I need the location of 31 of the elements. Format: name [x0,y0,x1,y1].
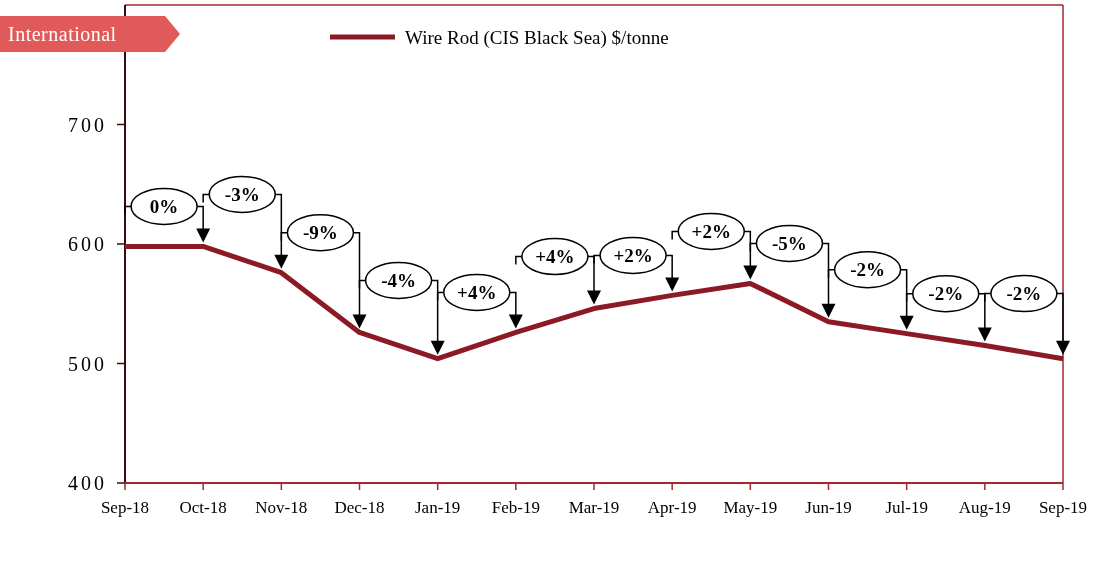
annotation: +2% [691,221,731,243]
y-tick-label: 700 [68,113,107,136]
x-tick-label: Mar-19 [568,498,620,517]
annotation: +4% [457,282,497,304]
legend-label: Wire Rod (CIS Black Sea) $/tonne [405,26,669,49]
x-tick-label: Jan-19 [415,498,461,517]
annotation: -3% [224,184,260,206]
annotation: +4% [535,246,575,268]
annotation: -2% [928,283,964,305]
y-tick-label: 600 [68,233,107,255]
x-tick-label: Dec-18 [334,498,385,517]
text: International [8,23,117,45]
x-tick-label: Aug-19 [958,498,1011,517]
x-tick-label: Jun-19 [805,498,852,517]
annotation: -2% [850,259,885,281]
annotation: 0% [149,196,179,218]
annotation: +2% [613,245,653,267]
x-tick-label: Jul-19 [885,498,928,517]
annotation: -5% [772,233,807,255]
x-tick-label: Sep-18 [100,498,150,517]
x-tick-label: Apr-19 [647,498,697,517]
x-tick-label: Feb-19 [491,498,540,517]
x-tick-label: Sep-19 [1038,498,1088,517]
annotation: -2% [1006,283,1042,305]
x-tick-label: Nov-18 [255,498,308,517]
x-tick-label: Oct-18 [179,498,227,517]
annotation: -4% [381,270,416,292]
x-tick-label: May-19 [723,498,778,517]
y-tick-label: 500 [68,352,107,375]
y-tick-label: 400 [68,472,107,494]
annotation: -9% [303,222,338,244]
